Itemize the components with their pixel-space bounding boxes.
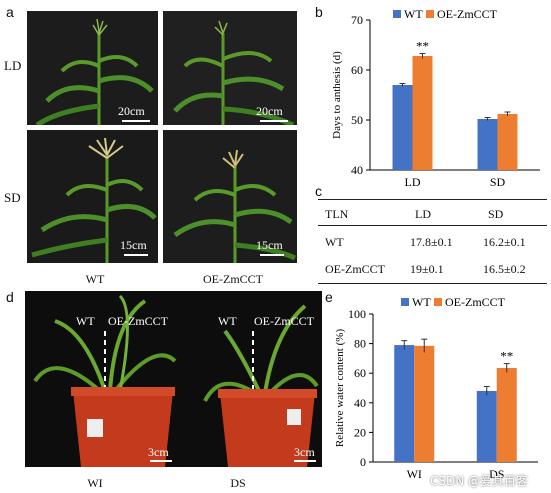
y-axis-label: Relative water content (%) (334, 329, 346, 448)
table-header-rule (318, 225, 547, 226)
table-header-ld: LD (415, 207, 431, 221)
plant-image (27, 130, 158, 263)
row-label-sd: SD (4, 190, 21, 205)
panel-a-label: a (6, 4, 14, 20)
table-row-label: OE-ZmCCT (325, 262, 385, 276)
plant-image (163, 130, 297, 263)
table-cell: 17.8±0.1 (410, 235, 453, 249)
y-tick-label: 80 (354, 337, 366, 351)
table-header-tln: TLN (325, 207, 349, 221)
watermark: CSDN @爱其百客 (430, 474, 529, 488)
y-tick-label: 50 (351, 113, 363, 127)
legend-label: OE-ZmCCT (445, 295, 506, 309)
y-tick-label: 0 (360, 455, 366, 469)
scale-label-oe-ld: 20cm (256, 104, 283, 118)
pot-label-wt-ds: WT (218, 314, 237, 328)
scale-bar (122, 120, 150, 122)
scale-label-ds: 3cm (294, 445, 315, 459)
photo-wt-ld (27, 11, 158, 125)
bar (414, 345, 435, 462)
table-cell: 19±0.1 (410, 262, 444, 276)
y-tick-label: 20 (354, 425, 366, 439)
y-tick-label: 70 (351, 13, 363, 27)
panel-e-label: e (325, 289, 333, 305)
legend-swatch (401, 298, 409, 306)
photo-wt-sd (27, 130, 158, 263)
col-label-wi: WI (87, 476, 103, 490)
bar (476, 390, 497, 462)
legend-label: WT (404, 7, 423, 21)
pot-label-wt-wi: WT (76, 314, 95, 328)
scale-label-wt-ld: 20cm (118, 104, 145, 118)
plant-image (27, 11, 158, 125)
table-header-sd: SD (488, 207, 504, 221)
table-bottom-rule (318, 283, 547, 284)
panel-d-label: d (6, 289, 14, 305)
bar (412, 56, 433, 170)
table-cell: 16.2±0.1 (483, 235, 526, 249)
bar (394, 345, 415, 462)
col-label-oe: OE-ZmCCT (203, 272, 263, 286)
pot-label-oe-wi: OE-ZmCCT (108, 314, 168, 328)
legend-swatch (393, 10, 401, 18)
table-top-rule (318, 199, 547, 200)
legend-label: WT (412, 295, 431, 309)
bar (497, 114, 518, 170)
table-row-label: WT (325, 235, 344, 249)
x-tick-label: LD (405, 175, 421, 189)
x-tick-label: DS (489, 467, 504, 481)
bar (392, 85, 413, 170)
significance-label: ** (416, 39, 429, 54)
scale-bar (260, 254, 284, 256)
legend-label: OE-ZmCCT (437, 7, 498, 21)
x-tick-label: WI (407, 467, 422, 481)
col-label-ds: DS (230, 476, 246, 490)
chart-b: 40 50 60 70 Days to anthesis (d) LD SD ** WT OE-Z… (331, 7, 540, 189)
scale-label-wt-sd: 15cm (120, 238, 147, 252)
pot-image (25, 291, 322, 467)
pot-label-oe-ds: OE-ZmCCT (254, 314, 314, 328)
row-label-ld: LD (4, 58, 22, 73)
scale-label-oe-sd: 15cm (256, 238, 283, 252)
bar (496, 368, 517, 462)
bar (477, 119, 498, 170)
scale-bar (260, 120, 288, 122)
col-label-wt: WT (85, 272, 105, 286)
y-tick-label: 40 (351, 163, 363, 177)
scale-bar (124, 254, 148, 256)
scale-bar (150, 460, 172, 462)
legend-swatch (426, 10, 434, 18)
y-axis-label: Days to anthesis (d) (331, 51, 343, 139)
legend-swatch (434, 298, 442, 306)
photo-oe-sd (163, 130, 297, 263)
y-tick-label: 60 (354, 366, 366, 380)
scale-bar (294, 460, 316, 462)
table-cell: 16.5±0.2 (483, 262, 526, 276)
y-tick-label: 100 (348, 307, 366, 321)
photo-pots (25, 291, 322, 467)
photo-oe-ld (163, 11, 297, 125)
significance-label: ** (500, 349, 513, 364)
panel-c-label: c (315, 183, 322, 199)
y-tick-label: 40 (354, 396, 366, 410)
x-tick-label: SD (490, 175, 506, 189)
scale-label-wi: 3cm (148, 445, 169, 459)
plant-image (163, 11, 297, 125)
y-tick-label: 60 (351, 63, 363, 77)
panel-b-label: b (315, 4, 323, 20)
